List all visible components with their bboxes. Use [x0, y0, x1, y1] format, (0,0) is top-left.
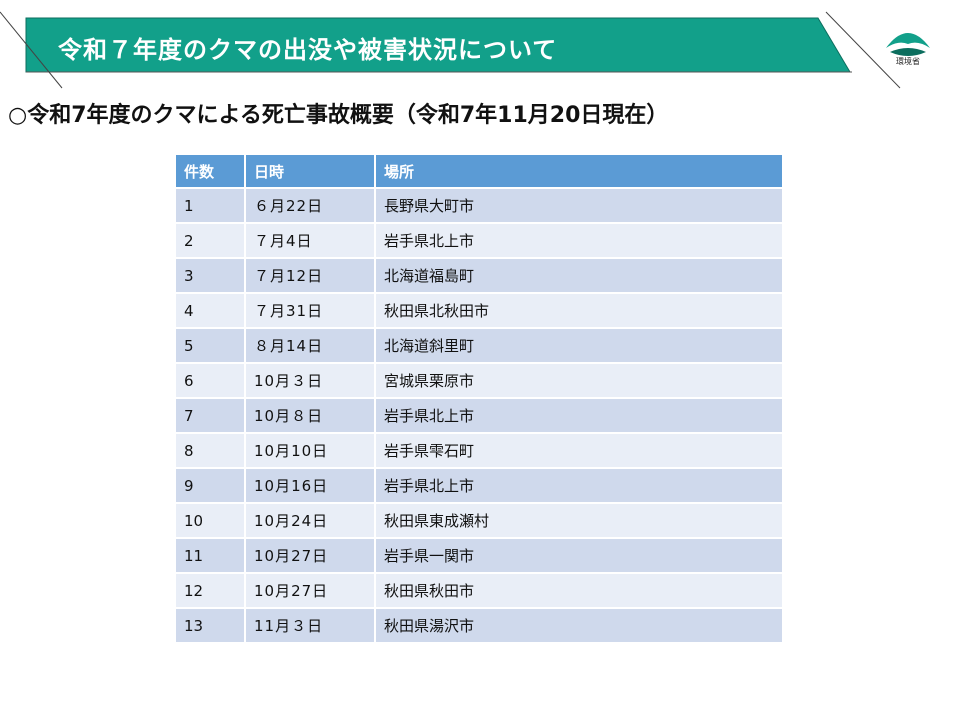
column-header-date: 日時: [245, 155, 376, 188]
cell-count: 4: [176, 292, 246, 328]
ministry-logo-icon: [886, 33, 930, 56]
cell-date: ７月4日: [245, 222, 376, 258]
cell-location: 北海道斜里町: [375, 327, 784, 363]
cell-location: 長野県大町市: [375, 187, 784, 223]
page-title: 令和７年度のクマの出没や被害状況について: [58, 36, 558, 64]
cell-count: 3: [176, 257, 246, 293]
table-header-row: 件数 日時 場所: [176, 155, 784, 188]
cell-date: ８月14日: [245, 327, 376, 363]
cell-count: 13: [176, 607, 246, 642]
cell-location: 岩手県北上市: [375, 222, 784, 258]
cell-date: 10月３日: [245, 362, 376, 398]
cell-count: 7: [176, 397, 246, 433]
cell-date: ６月22日: [245, 187, 376, 223]
cell-location: 岩手県雫石町: [375, 432, 784, 468]
cell-location: 宮城県栗原市: [375, 362, 784, 398]
banner-shape: [0, 11, 901, 89]
cell-count: 1: [176, 187, 246, 223]
cell-date: ７月31日: [245, 292, 376, 328]
table-row: 13 11月３日 秋田県湯沢市: [176, 607, 784, 642]
title-banner: 令和７年度のクマの出没や被害状況について: [0, 0, 955, 90]
table-row: 12 10月27日 秋田県秋田市: [176, 572, 784, 608]
cell-location: 秋田県湯沢市: [375, 607, 784, 642]
table-row: 3 ７月12日 北海道福島町: [176, 257, 784, 293]
cell-location: 北海道福島町: [375, 257, 784, 293]
cell-date: 10月27日: [245, 537, 376, 573]
table-row: 6 10月３日 宮城県栗原市: [176, 362, 784, 398]
logo-label: 環境省: [896, 57, 920, 66]
table-row: 4 ７月31日 秋田県北秋田市: [176, 292, 784, 328]
column-header-location: 場所: [375, 155, 784, 188]
table-row: 5 ８月14日 北海道斜里町: [176, 327, 784, 363]
cell-location: 岩手県北上市: [375, 467, 784, 503]
table-row: 8 10月10日 岩手県雫石町: [176, 432, 784, 468]
cell-date: 10月10日: [245, 432, 376, 468]
table-row: 11 10月27日 岩手県一関市: [176, 537, 784, 573]
cell-count: 8: [176, 432, 246, 468]
cell-location: 秋田県東成瀬村: [375, 502, 784, 538]
section-subtitle: ○令和7年度のクマによる死亡事故概要（令和7年11月20日現在）: [8, 103, 669, 128]
column-header-count: 件数: [176, 155, 246, 188]
cell-date: 11月３日: [245, 607, 376, 642]
cell-count: 5: [176, 327, 246, 363]
cell-date: ７月12日: [245, 257, 376, 293]
cell-count: 11: [176, 537, 246, 573]
cell-count: 12: [176, 572, 246, 608]
cell-count: 6: [176, 362, 246, 398]
table-row: 10 10月24日 秋田県東成瀬村: [176, 502, 784, 538]
cell-date: 10月27日: [245, 572, 376, 608]
cell-date: 10月24日: [245, 502, 376, 538]
cell-date: 10月16日: [245, 467, 376, 503]
cell-count: 2: [176, 222, 246, 258]
cell-count: 10: [176, 502, 246, 538]
cell-date: 10月８日: [245, 397, 376, 433]
table-row: 9 10月16日 岩手県北上市: [176, 467, 784, 503]
incident-table: 件数 日時 場所 1 ６月22日 長野県大町市 2 ７月4日 岩手県北上市 3 ７月12日 北海…: [176, 155, 784, 642]
table-row: 1 ６月22日 長野県大町市: [176, 187, 784, 223]
cell-location: 秋田県秋田市: [375, 572, 784, 608]
table-row: 7 10月８日 岩手県北上市: [176, 397, 784, 433]
cell-location: 岩手県一関市: [375, 537, 784, 573]
cell-location: 岩手県北上市: [375, 397, 784, 433]
cell-count: 9: [176, 467, 246, 503]
table-row: 2 ７月4日 岩手県北上市: [176, 222, 784, 258]
cell-location: 秋田県北秋田市: [375, 292, 784, 328]
